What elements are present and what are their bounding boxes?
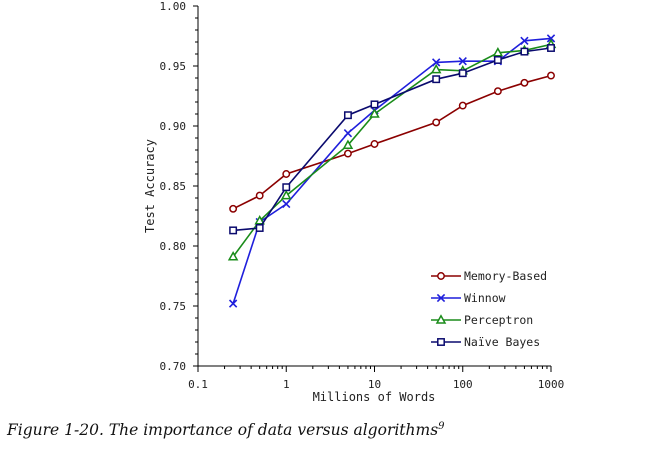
data-point-square (229, 226, 238, 235)
data-point-circle (282, 170, 291, 178)
legend-label: Memory-Based (464, 269, 547, 283)
y-tick-label: 0.75 (160, 300, 187, 313)
data-point-square (432, 75, 441, 84)
data-point-x-stroke (546, 34, 556, 43)
y-tick-label: 0.80 (160, 240, 187, 253)
x-axis-title: Millions of Words (313, 390, 436, 404)
data-point-triangle (369, 108, 380, 118)
series-winnow (228, 34, 556, 308)
data-point-square (282, 183, 291, 192)
y-tick-label: 1.00 (160, 0, 187, 13)
data-point-x (520, 36, 529, 45)
data-point-circle (493, 87, 502, 96)
axes: 0.70 0.75 0.80 0.85 0.90 0.95 1.00 0.1 1 10 100 100… (160, 0, 565, 391)
data-point-x (282, 199, 291, 209)
data-point-circle (458, 101, 467, 110)
data-point-square (547, 44, 555, 52)
data-point-x (228, 299, 238, 308)
data-point-square (458, 69, 467, 78)
legend-item: Perceptron (431, 313, 533, 327)
data-point-circle (520, 78, 529, 87)
series-line (232, 43, 552, 258)
data-point-circle (370, 140, 379, 148)
data-point-x-stroke (343, 129, 353, 138)
data-point-x (436, 293, 446, 303)
data-point-x (343, 129, 353, 138)
data-point-x-stroke (436, 293, 446, 303)
data-point-circle (437, 272, 445, 280)
data-point-triangle (492, 47, 504, 57)
x-tick-label: 1 (283, 378, 290, 391)
data-point-triangle (435, 314, 447, 324)
legend-item: Naïve Bayes (431, 335, 540, 349)
accuracy-chart: 0.70 0.75 0.80 0.85 0.90 0.95 1.00 0.1 1 10 100 100… (143, 0, 565, 404)
series-memory-based (229, 71, 555, 213)
figure-caption: Figure 1-20. The importance of data vers… (7, 421, 445, 439)
legend-label: Naïve Bayes (464, 335, 540, 349)
data-point-square (520, 47, 529, 56)
legend-label: Perceptron (464, 313, 533, 327)
data-point-circle (547, 71, 555, 80)
x-tick-label: 0.1 (188, 378, 208, 391)
data-point-square (437, 338, 445, 346)
legend: Memory-Based Winnow Perceptron Naïve Bayes (431, 269, 547, 349)
legend-label: Winnow (464, 291, 506, 305)
data-point-triangle (342, 139, 354, 149)
data-point-x (432, 58, 441, 67)
series-line (232, 37, 552, 304)
legend-item: Memory-Based (431, 269, 547, 283)
data-point-circle (432, 118, 441, 127)
series-na-ve-bayes (229, 44, 555, 235)
data-point-x-stroke (282, 199, 291, 209)
data-point-square (370, 100, 379, 109)
data-point-square (255, 224, 264, 232)
y-tick-label: 0.90 (160, 120, 187, 133)
data-point-circle (229, 204, 238, 213)
y-tick-label: 0.70 (160, 360, 187, 373)
data-point-triangle (227, 251, 239, 261)
data-point-circle (343, 149, 352, 158)
y-tick-label: 0.95 (160, 60, 187, 73)
data-point-x-stroke (458, 57, 467, 66)
data-point-x-stroke (520, 36, 529, 45)
series-perceptron (227, 38, 557, 261)
data-point-circle (255, 191, 264, 200)
y-tick-label: 0.85 (160, 180, 187, 193)
data-point-triangle (280, 189, 292, 200)
series-line (233, 47, 552, 232)
data-point-x-stroke (432, 58, 441, 67)
data-point-triangle (430, 63, 442, 74)
data-point-x (546, 34, 556, 43)
caption-text: Figure 1-20. The importance of data vers… (7, 421, 439, 440)
x-tick-label: 1000 (538, 378, 565, 391)
data-point-x-stroke (228, 299, 238, 308)
data-point-x (458, 57, 467, 66)
data-point-square (343, 111, 352, 120)
data-point-triangle (254, 215, 265, 225)
series-line (232, 74, 552, 210)
y-axis-title: Test Accuracy (143, 139, 157, 233)
legend-item: Winnow (431, 291, 506, 305)
caption-footnote: 9 (438, 421, 445, 432)
data-point-square (493, 56, 502, 64)
x-tick-label: 100 (453, 378, 473, 391)
x-tick-label: 10 (368, 378, 381, 391)
series-layer (227, 34, 557, 308)
